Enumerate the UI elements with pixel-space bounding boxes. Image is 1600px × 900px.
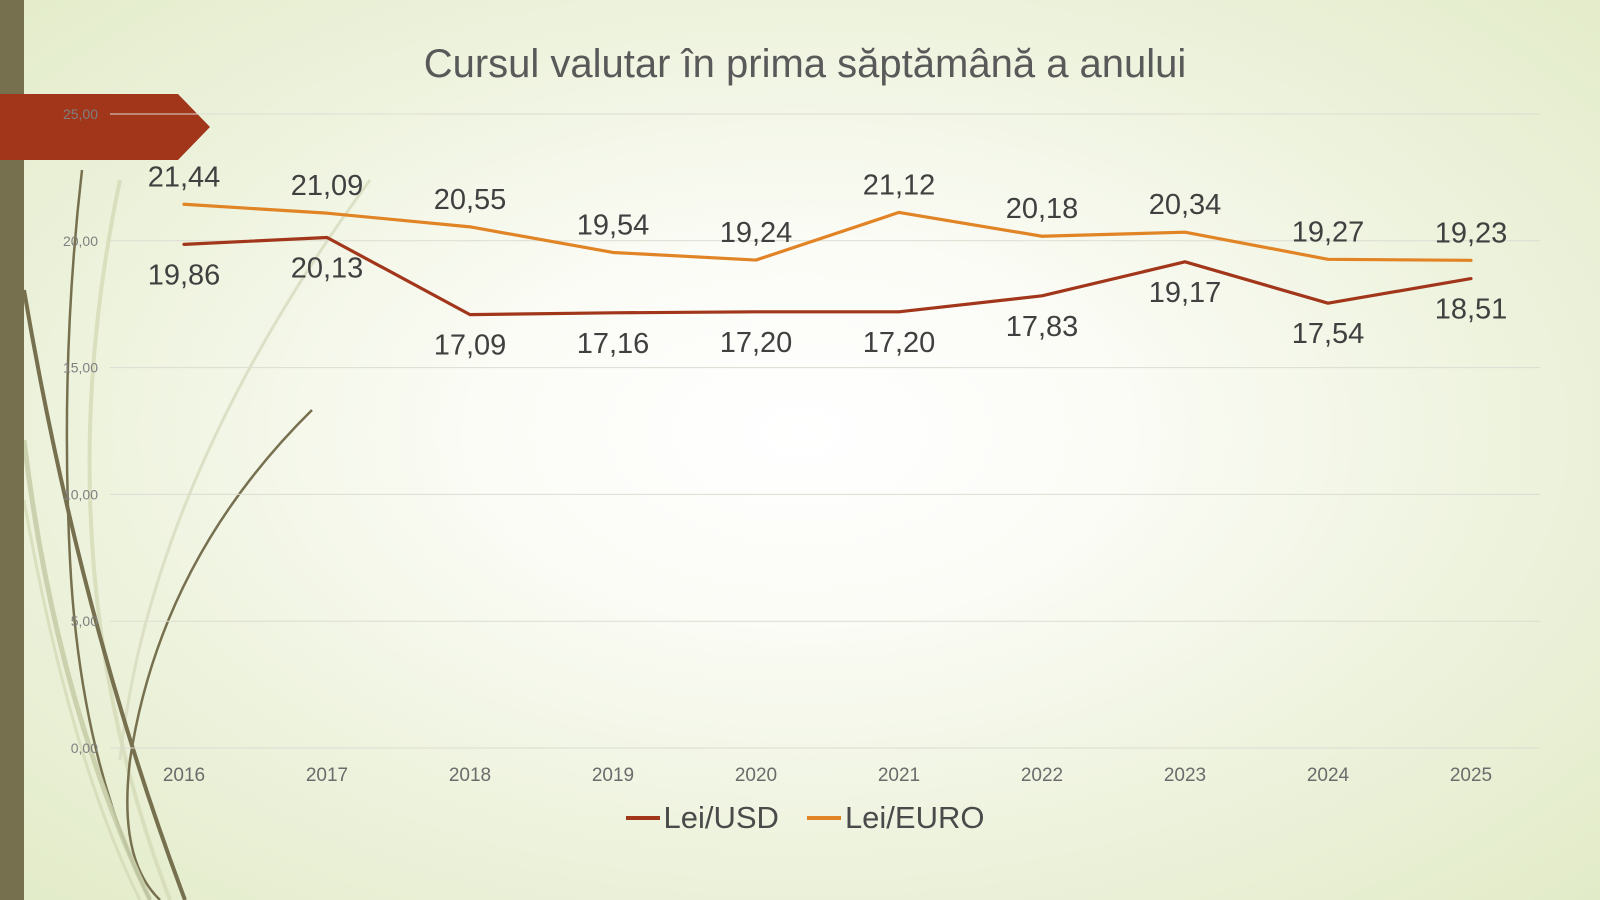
series-line-lei-usd (182, 235, 1473, 317)
chart-title: Cursul valutar în prima săptămână a anul… (423, 42, 1187, 86)
x-tick-label: 2024 (1307, 765, 1350, 786)
data-label-lei-euro: 19,24 (720, 217, 793, 249)
y-tick-label: 25,00 (63, 106, 98, 122)
red-arrow-tab (0, 94, 210, 160)
data-label-lei-usd: 20,13 (291, 253, 364, 285)
legend-swatch-lei-euro (806, 816, 841, 820)
legend-label-lei-usd: Lei/USD (663, 800, 779, 835)
y-tick-label: 0,00 (71, 740, 98, 756)
data-label-lei-euro: 21,44 (148, 161, 221, 193)
y-tick-label: 10,00 (63, 486, 98, 502)
data-label-lei-usd: 18,51 (1435, 294, 1508, 326)
x-tick-label: 2025 (1450, 765, 1492, 786)
legend-label-lei-euro: Lei/EURO (844, 800, 985, 835)
x-tick-label: 2022 (1021, 765, 1063, 786)
legend-swatch-lei-usd (625, 816, 660, 820)
legend-item-lei-usd: Lei/USD (625, 800, 779, 836)
x-tick-label: 2017 (306, 765, 348, 786)
data-label-lei-euro: 21,12 (863, 169, 936, 201)
y-tick-label: 20,00 (63, 233, 98, 249)
data-label-lei-usd: 17,09 (434, 330, 507, 362)
data-label-lei-usd: 17,20 (720, 327, 793, 359)
y-tick-label: 15,00 (63, 360, 98, 376)
data-label-lei-euro: 20,18 (1006, 193, 1079, 225)
data-label-lei-euro: 20,34 (1149, 189, 1222, 221)
x-tick-label: 2016 (163, 765, 205, 786)
data-label-lei-euro: 20,55 (434, 184, 507, 216)
data-label-lei-usd: 17,54 (1292, 318, 1365, 350)
chart-legend: Lei/USD Lei/EURO (0, 800, 1600, 836)
y-tick-label: 5,00 (71, 613, 98, 629)
x-tick-label: 2020 (735, 765, 777, 786)
x-tick-label: 2021 (878, 765, 920, 786)
x-tick-label: 2018 (449, 765, 491, 786)
data-label-lei-euro: 19,27 (1292, 216, 1365, 248)
data-label-lei-usd: 19,86 (148, 259, 221, 291)
data-label-lei-usd: 17,20 (863, 327, 936, 359)
data-label-lei-usd: 17,16 (577, 328, 650, 360)
data-label-lei-euro: 21,09 (291, 170, 364, 202)
series-line-lei-euro (182, 202, 1473, 262)
x-tick-label: 2019 (592, 765, 634, 786)
x-tick-label: 2023 (1164, 765, 1206, 786)
legend-item-lei-euro: Lei/EURO (806, 800, 985, 836)
data-label-lei-euro: 19,54 (577, 209, 650, 241)
data-label-lei-usd: 19,17 (1149, 277, 1222, 309)
data-label-lei-euro: 19,23 (1435, 217, 1508, 249)
data-label-lei-usd: 17,83 (1006, 311, 1079, 343)
